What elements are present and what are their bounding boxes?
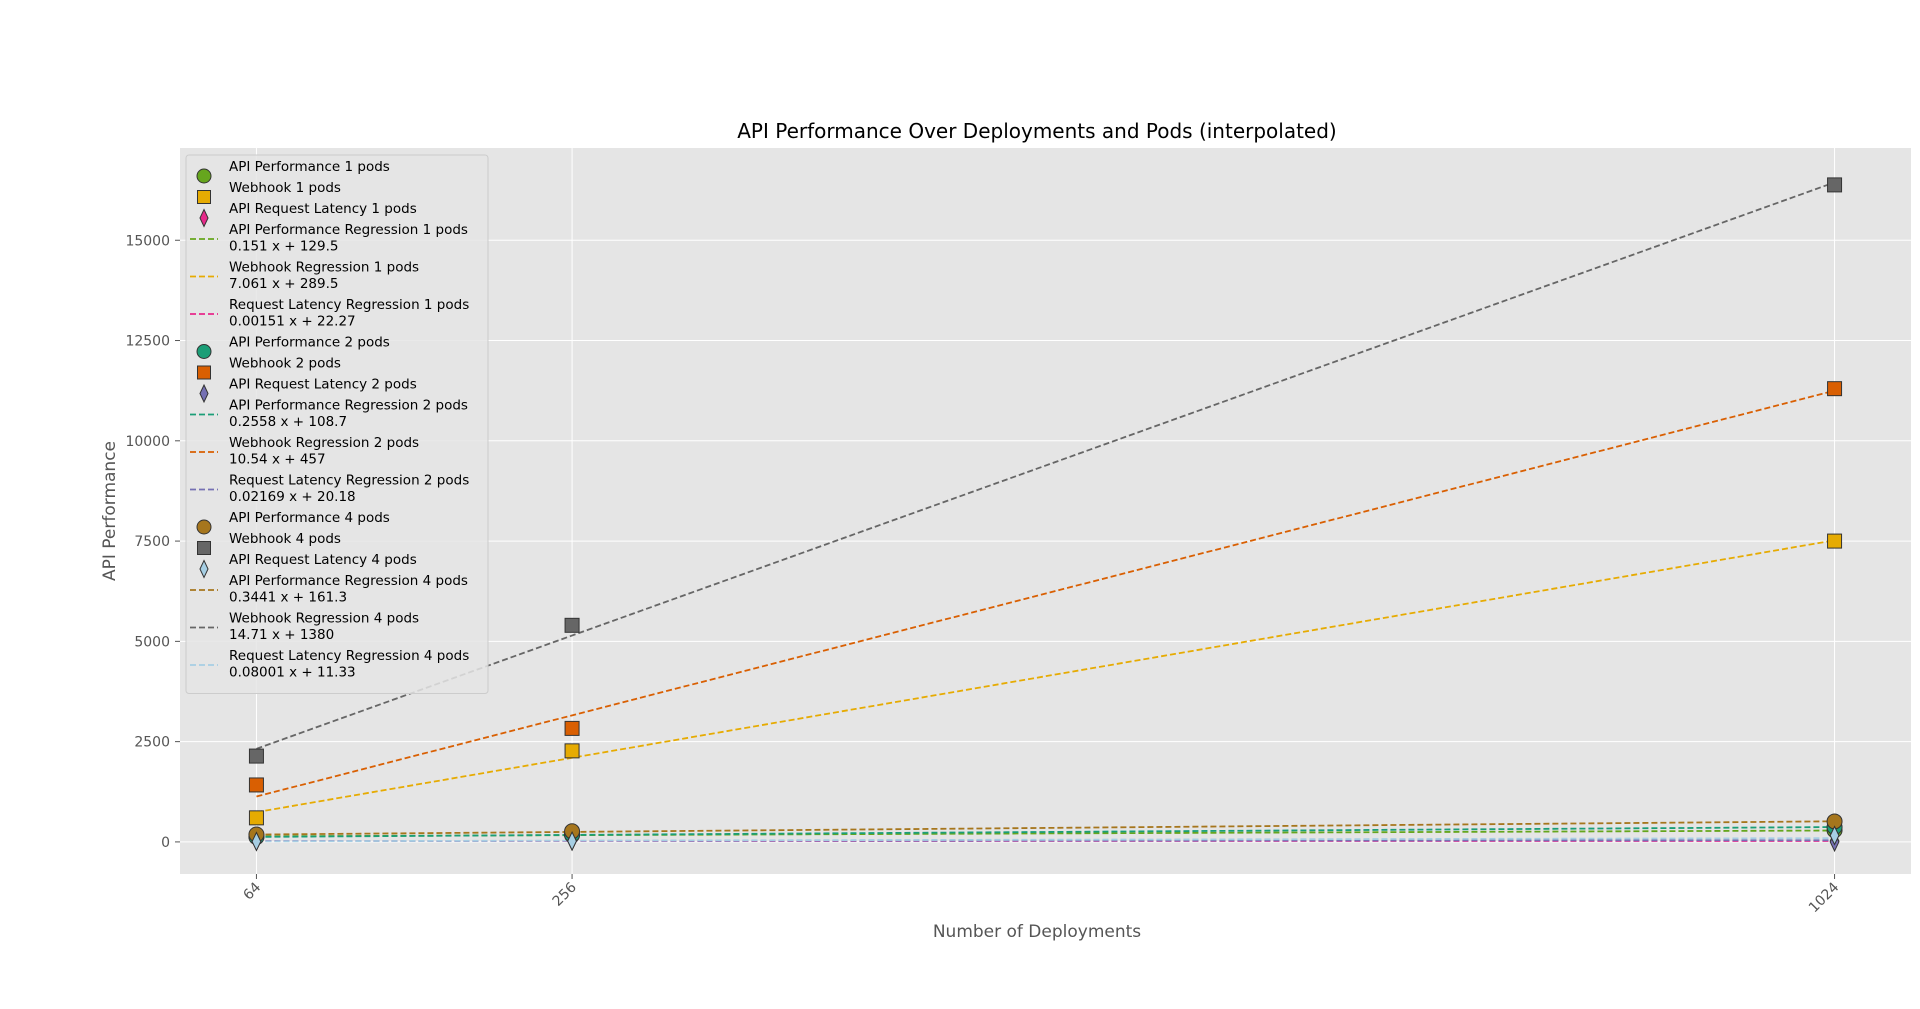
regression-line-webhook-regression-1-pods (256, 539, 1835, 814)
legend-label: Request Latency Regression 4 pods (229, 648, 469, 664)
markers (248, 177, 1843, 853)
legend-label: Webhook Regression 1 pods (229, 260, 419, 276)
y-tick-label: 12500 (125, 334, 170, 350)
x-axis-ticks: 64 256 1024 (240, 874, 1842, 916)
legend-label: API Request Latency 1 pods (229, 201, 417, 217)
legend-marker-swatch (196, 519, 212, 535)
y-tick-label: 0 (161, 835, 170, 851)
legend-label: API Request Latency 4 pods (229, 552, 417, 568)
legend-equation: 10.54 x + 457 (229, 452, 326, 468)
x-tick-label: 256 (550, 879, 580, 909)
legend-label: Webhook Regression 2 pods (229, 435, 419, 451)
regression-line-request-latency-regression-4-pods (256, 837, 1835, 843)
legend-label: Webhook 2 pods (229, 356, 341, 372)
point-api-request-latency-4-pods (251, 831, 262, 852)
legend-marker-swatch (199, 208, 209, 228)
legend-equation: 0.2558 x + 108.7 (229, 414, 347, 430)
regression-line-webhook-regression-2-pods (256, 389, 1835, 798)
y-tick-label: 7500 (134, 534, 170, 550)
legend-equation: 0.08001 x + 11.33 (229, 665, 356, 681)
y-axis-label: API Performance (100, 441, 120, 581)
point-webhook-1-pods (248, 810, 264, 826)
legend-equation: 14.71 x + 1380 (229, 627, 334, 643)
legend-equation: 0.3441 x + 161.3 (229, 590, 347, 606)
legend-label: API Performance Regression 4 pods (229, 573, 468, 589)
legend-equation: 7.061 x + 289.5 (229, 276, 338, 292)
regression-line-webhook-regression-4-pods (256, 181, 1835, 750)
legend-equation: 0.151 x + 129.5 (229, 239, 338, 255)
legend-label: Webhook Regression 4 pods (229, 611, 419, 627)
legend-label: API Performance 2 pods (229, 335, 390, 351)
point-api-request-latency-4-pods (1829, 825, 1840, 846)
legend-equation: 0.00151 x + 22.27 (229, 314, 356, 330)
point-api-request-latency-4-pods (567, 830, 577, 852)
legend-equation: 0.02169 x + 20.18 (229, 489, 356, 505)
legend-label: Request Latency Regression 2 pods (229, 473, 469, 489)
point-webhook-4-pods (564, 617, 580, 633)
legend-label: API Performance 1 pods (229, 159, 390, 175)
x-tick-label: 1024 (1806, 879, 1843, 916)
legend-label: API Performance Regression 2 pods (229, 398, 468, 414)
point-webhook-1-pods (564, 743, 580, 759)
x-axis-label: Number of Deployments (933, 922, 1141, 942)
x-tick-label: 64 (240, 879, 264, 903)
y-tick-label: 15000 (125, 233, 170, 249)
legend: API Performance 1 pods Webhook 1 pods API … (185, 154, 489, 694)
legend-marker-swatch (197, 190, 211, 204)
point-webhook-2-pods (248, 777, 264, 793)
legend-marker-swatch (199, 559, 209, 579)
y-tick-label: 10000 (125, 434, 170, 450)
point-webhook-4-pods (248, 748, 264, 764)
point-webhook-2-pods (564, 720, 580, 736)
y-tick-label: 5000 (134, 634, 170, 650)
legend-label: Request Latency Regression 1 pods (229, 297, 469, 313)
legend-marker-swatch (199, 383, 209, 404)
legend-frame (185, 154, 489, 694)
legend-label: Webhook 1 pods (229, 180, 341, 196)
legend-marker-swatch (196, 168, 212, 184)
legend-label: API Request Latency 2 pods (229, 377, 417, 393)
y-tick-label: 2500 (134, 735, 170, 751)
legend-marker-swatch (197, 365, 211, 380)
chart-title: API Performance Over Deployments and Pod… (737, 119, 1337, 143)
legend-label: API Performance 4 pods (229, 510, 390, 526)
regression-lines (256, 181, 1835, 843)
regression-line-api-performance-regression-2-pods (256, 826, 1835, 838)
y-axis-ticks: 0 2500 5000 7500 10000 12500 15000 (125, 233, 180, 851)
legend-marker-swatch (197, 541, 211, 555)
legend-label: Webhook 4 pods (229, 531, 341, 547)
point-webhook-2-pods (1827, 381, 1843, 397)
legend-marker-swatch (196, 344, 212, 359)
regression-line-api-performance-regression-4-pods (256, 820, 1835, 836)
point-webhook-1-pods (1827, 533, 1843, 549)
point-webhook-4-pods (1827, 177, 1843, 193)
legend-label: API Performance Regression 1 pods (229, 222, 468, 238)
